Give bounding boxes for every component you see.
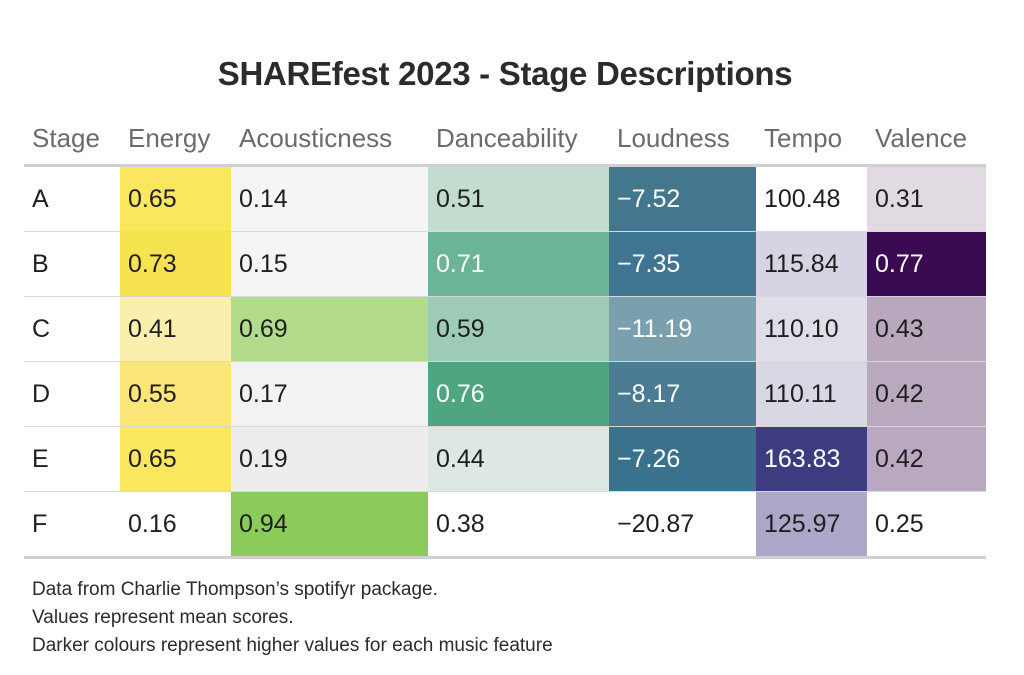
caption-line: Data from Charlie Thompson’s spotifyr pa… bbox=[32, 579, 438, 600]
value-cell-danceability: 0.38 bbox=[428, 491, 609, 559]
value-cell-danceability: 0.51 bbox=[428, 165, 609, 232]
column-header-acousticness: Acousticness bbox=[231, 112, 428, 167]
column-header-stage: Stage bbox=[24, 112, 120, 167]
stage-cell: B bbox=[24, 231, 120, 297]
value-cell-acousticness: 0.19 bbox=[231, 426, 428, 492]
value-cell-loudness: −7.35 bbox=[609, 231, 756, 297]
column-header-valence: Valence bbox=[867, 112, 986, 167]
value-cell-energy: 0.65 bbox=[120, 165, 231, 232]
value-cell-energy: 0.41 bbox=[120, 296, 231, 362]
value-cell-tempo: 115.84 bbox=[756, 231, 867, 297]
value-cell-valence: 0.25 bbox=[867, 491, 986, 559]
value-cell-acousticness: 0.94 bbox=[231, 491, 428, 559]
column-header-tempo: Tempo bbox=[756, 112, 867, 167]
table-row: F 0.16 0.94 0.38 −20.87 125.97 0.25 bbox=[24, 491, 986, 559]
value-cell-acousticness: 0.14 bbox=[231, 165, 428, 232]
value-cell-valence: 0.42 bbox=[867, 361, 986, 427]
stage-cell: F bbox=[24, 491, 120, 559]
value-cell-loudness: −11.19 bbox=[609, 296, 756, 362]
table-row: C 0.41 0.69 0.59 −11.19 110.10 0.43 bbox=[24, 296, 986, 362]
value-cell-acousticness: 0.17 bbox=[231, 361, 428, 427]
value-cell-energy: 0.16 bbox=[120, 491, 231, 559]
value-cell-loudness: −7.26 bbox=[609, 426, 756, 492]
table-row: A 0.65 0.14 0.51 −7.52 100.48 0.31 bbox=[24, 165, 986, 232]
value-cell-energy: 0.65 bbox=[120, 426, 231, 492]
value-cell-tempo: 100.48 bbox=[756, 165, 867, 232]
value-cell-loudness: −20.87 bbox=[609, 491, 756, 559]
value-cell-loudness: −7.52 bbox=[609, 165, 756, 232]
value-cell-loudness: −8.17 bbox=[609, 361, 756, 427]
value-cell-valence: 0.77 bbox=[867, 231, 986, 297]
value-cell-acousticness: 0.15 bbox=[231, 231, 428, 297]
caption-line: Darker colours represent higher values f… bbox=[32, 635, 553, 656]
value-cell-danceability: 0.76 bbox=[428, 361, 609, 427]
value-cell-energy: 0.55 bbox=[120, 361, 231, 427]
value-cell-valence: 0.43 bbox=[867, 296, 986, 362]
value-cell-valence: 0.42 bbox=[867, 426, 986, 492]
column-header-loudness: Loudness bbox=[609, 112, 756, 167]
table-row: E 0.65 0.19 0.44 −7.26 163.83 0.42 bbox=[24, 426, 986, 492]
column-header-danceability: Danceability bbox=[428, 112, 609, 167]
caption: Data from Charlie Thompson’s spotifyr pa… bbox=[32, 576, 553, 660]
value-cell-energy: 0.73 bbox=[120, 231, 231, 297]
table-row: D 0.55 0.17 0.76 −8.17 110.11 0.42 bbox=[24, 361, 986, 427]
value-cell-danceability: 0.44 bbox=[428, 426, 609, 492]
stage-cell: A bbox=[24, 165, 120, 232]
value-cell-tempo: 125.97 bbox=[756, 491, 867, 559]
value-cell-danceability: 0.59 bbox=[428, 296, 609, 362]
stage-cell: E bbox=[24, 426, 120, 492]
table-row: B 0.73 0.15 0.71 −7.35 115.84 0.77 bbox=[24, 231, 986, 297]
stage-table: Stage Energy Acousticness Danceability Loudn… bbox=[24, 112, 986, 559]
caption-line: Values represent mean scores. bbox=[32, 607, 294, 628]
value-cell-valence: 0.31 bbox=[867, 165, 986, 232]
stage-cell: C bbox=[24, 296, 120, 362]
header-row: Stage Energy Acousticness Danceability Loudn… bbox=[24, 112, 986, 167]
value-cell-tempo: 110.11 bbox=[756, 361, 867, 427]
value-cell-danceability: 0.71 bbox=[428, 231, 609, 297]
value-cell-acousticness: 0.69 bbox=[231, 296, 428, 362]
chart-title: SHAREfest 2023 - Stage Descriptions bbox=[217, 55, 793, 92]
value-cell-tempo: 163.83 bbox=[756, 426, 867, 492]
column-header-energy: Energy bbox=[120, 112, 231, 167]
table-body: A 0.65 0.14 0.51 −7.52 100.48 0.31 B 0.73 0.15 0.7… bbox=[24, 165, 986, 559]
value-cell-tempo: 110.10 bbox=[756, 296, 867, 362]
stage-cell: D bbox=[24, 361, 120, 427]
